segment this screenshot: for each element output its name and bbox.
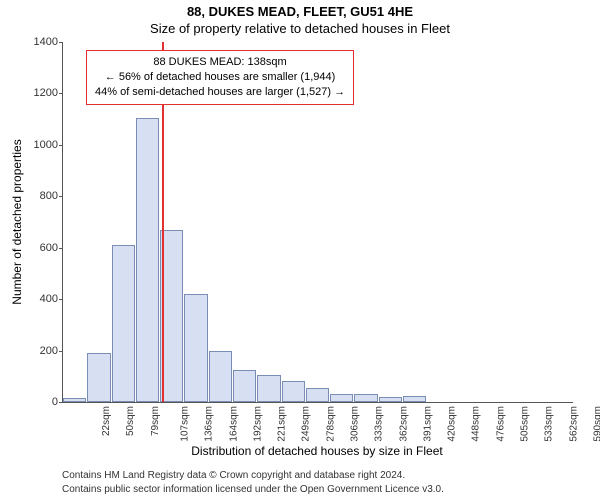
footer-line1: Contains HM Land Registry data © Crown c… [62, 469, 444, 483]
x-tick-label: 391sqm [422, 406, 433, 442]
chart-title-address: 88, DUKES MEAD, FLEET, GU51 4HE [0, 0, 600, 19]
y-axis-label: Number of detached properties [10, 139, 24, 304]
x-tick-label: 448sqm [471, 406, 482, 442]
x-tick-label: 107sqm [180, 406, 191, 442]
histogram-bar [306, 388, 329, 402]
annotation-box: 88 DUKES MEAD: 138sqm ← 56% of detached … [86, 50, 354, 105]
x-tick-label: 362sqm [398, 406, 409, 442]
histogram-bar [136, 118, 159, 402]
x-tick-label: 221sqm [277, 406, 288, 442]
histogram-bar [257, 375, 280, 402]
histogram-bar [282, 381, 305, 402]
chart-area: Number of detached properties Distributi… [62, 42, 572, 402]
x-tick-label: 420sqm [447, 406, 458, 442]
x-tick-label: 590sqm [592, 406, 600, 442]
histogram-bar [403, 396, 426, 402]
y-tick-label: 1000 [34, 139, 58, 151]
histogram-bar [330, 394, 353, 402]
histogram-bar [379, 397, 402, 402]
histogram-bar [87, 353, 110, 402]
y-tick-label: 800 [40, 190, 58, 202]
x-tick-label: 306sqm [350, 406, 361, 442]
y-tick-label: 1400 [34, 36, 58, 48]
histogram-bar [112, 245, 135, 402]
y-tick-label: 600 [40, 242, 58, 254]
annotation-line1: 88 DUKES MEAD: 138sqm [95, 55, 345, 70]
x-tick-label: 79sqm [150, 406, 161, 436]
x-tick-label: 50sqm [125, 406, 136, 436]
x-tick-label: 533sqm [544, 406, 555, 442]
x-axis-label: Distribution of detached houses by size … [62, 444, 572, 458]
y-tick-label: 1200 [34, 87, 58, 99]
footer-attribution: Contains HM Land Registry data © Crown c… [62, 469, 444, 496]
histogram-bar [209, 351, 232, 402]
histogram-bar [184, 294, 207, 402]
x-tick-label: 22sqm [101, 406, 112, 436]
footer-line2: Contains public sector information licen… [62, 483, 444, 497]
x-tick-label: 562sqm [568, 406, 579, 442]
x-tick-label: 505sqm [520, 406, 531, 442]
y-tick-label: 400 [40, 293, 58, 305]
x-tick-label: 278sqm [325, 406, 336, 442]
chart-title-subtitle: Size of property relative to detached ho… [0, 19, 600, 36]
y-tick-label: 200 [40, 345, 58, 357]
x-tick-label: 192sqm [252, 406, 263, 442]
x-tick-label: 164sqm [228, 406, 239, 442]
y-tick-label: 0 [52, 396, 58, 408]
histogram-bar [233, 370, 256, 402]
x-tick-label: 333sqm [374, 406, 385, 442]
x-tick-label: 476sqm [495, 406, 506, 442]
x-tick-label: 136sqm [204, 406, 215, 442]
annotation-line3: 44% of semi-detached houses are larger (… [95, 85, 345, 100]
histogram-bar [354, 394, 377, 402]
histogram-bar [63, 398, 86, 402]
annotation-line2: ← 56% of detached houses are smaller (1,… [95, 70, 345, 85]
x-tick-label: 249sqm [301, 406, 312, 442]
